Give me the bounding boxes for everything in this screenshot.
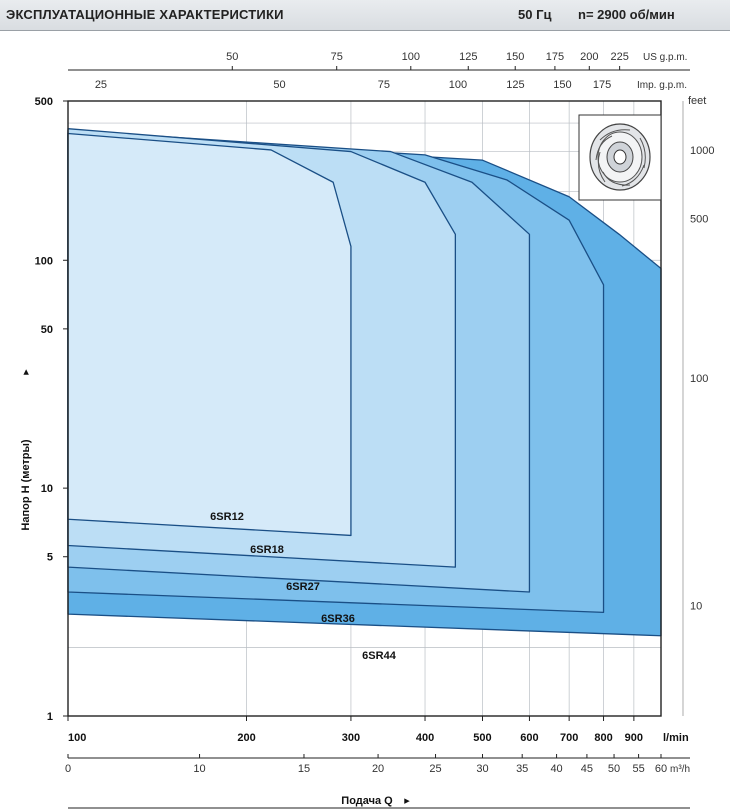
imp-gpm-tick-label: 100	[449, 79, 467, 91]
us-gpm-tick-label: 100	[402, 51, 420, 63]
x-tick-label: 400	[416, 732, 434, 744]
m3h-tick-label: 20	[372, 763, 384, 775]
y-tick-label: 1	[47, 711, 53, 723]
lmin-unit-label: l/min	[663, 732, 689, 744]
series-label-6sr18: 6SR18	[250, 544, 284, 556]
x-tick-label: 100	[68, 732, 86, 744]
x-tick-label: 500	[473, 732, 491, 744]
axes	[63, 66, 690, 809]
m3h-unit-label: m³/h	[670, 764, 690, 775]
feet-unit-label: feet	[688, 95, 706, 107]
us-gpm-unit-label: US g.p.m.	[643, 52, 687, 63]
feet-tick-label: 100	[690, 373, 708, 385]
series-areas	[67, 128, 662, 637]
imp-gpm-unit-label: Imp. g.p.m.	[637, 80, 687, 91]
feet-tick-label: 1000	[690, 145, 714, 157]
x-axis-arrow: ▸	[404, 795, 410, 807]
y-axis-title: Напор H (метры)	[20, 439, 32, 530]
x-tick-label: 700	[560, 732, 578, 744]
m3h-tick-label: 0	[65, 763, 71, 775]
imp-gpm-tick-label: 175	[593, 79, 611, 91]
frequency-label: 50 Гц	[518, 7, 552, 22]
series-label-6sr36: 6SR36	[321, 613, 355, 625]
us-gpm-tick-label: 125	[459, 51, 477, 63]
m3h-tick-label: 30	[476, 763, 488, 775]
chart-header: ЭКСПЛУАТАЦИОННЫЕ ХАРАКТЕРИСТИКИ 50 Гц n=…	[0, 0, 730, 31]
m3h-tick-label: 10	[193, 763, 205, 775]
y-tick-label: 50	[41, 324, 53, 336]
m3h-tick-label: 45	[581, 763, 593, 775]
imp-gpm-tick-label: 125	[506, 79, 524, 91]
us-gpm-tick-label: 150	[506, 51, 524, 63]
imp-gpm-tick-label: 50	[273, 79, 285, 91]
feet-tick-label: 10	[690, 601, 702, 613]
us-gpm-tick-label: 75	[331, 51, 343, 63]
plot-frame	[67, 100, 662, 717]
x-tick-label: 600	[520, 732, 538, 744]
impeller-icon	[578, 114, 662, 201]
x-tick-label: 900	[625, 732, 643, 744]
imp-gpm-tick-label: 75	[378, 79, 390, 91]
x-axis-title: Подача Q	[341, 795, 393, 807]
y-tick-label: 5	[47, 552, 53, 564]
m3h-tick-label: 35	[516, 763, 528, 775]
speed-label: n= 2900 об/мин	[578, 7, 675, 22]
x-tick-label: 300	[342, 732, 360, 744]
series-label-6sr27: 6SR27	[286, 581, 320, 593]
y-tick-label: 500	[35, 96, 53, 108]
m3h-tick-label: 40	[550, 763, 562, 775]
x-tick-label: 200	[237, 732, 255, 744]
series-area-6sr12	[67, 132, 352, 537]
y-tick-label: 10	[41, 483, 53, 495]
chart-title: ЭКСПЛУАТАЦИОННЫЕ ХАРАКТЕРИСТИКИ	[6, 7, 284, 22]
axis-labels: 6SR446SR366SR276SR186SR12151050100500101…	[35, 51, 715, 775]
us-gpm-tick-label: 225	[610, 51, 628, 63]
us-gpm-tick-label: 175	[546, 51, 564, 63]
m3h-tick-label: 60	[655, 763, 667, 775]
y-tick-label: 100	[35, 255, 53, 267]
x-tick-label: 800	[594, 732, 612, 744]
imp-gpm-tick-label: 25	[95, 79, 107, 91]
m3h-tick-label: 15	[298, 763, 310, 775]
series-label-6sr44: 6SR44	[362, 650, 397, 662]
m3h-tick-label: 25	[429, 763, 441, 775]
feet-tick-label: 500	[690, 214, 708, 226]
m3h-tick-label: 55	[632, 763, 644, 775]
series-label-6sr12: 6SR12	[210, 511, 244, 523]
imp-gpm-tick-label: 150	[553, 79, 571, 91]
us-gpm-tick-label: 50	[226, 51, 238, 63]
y-axis-arrow: ▸	[20, 369, 32, 375]
us-gpm-tick-label: 200	[580, 51, 598, 63]
m3h-tick-label: 50	[608, 763, 620, 775]
